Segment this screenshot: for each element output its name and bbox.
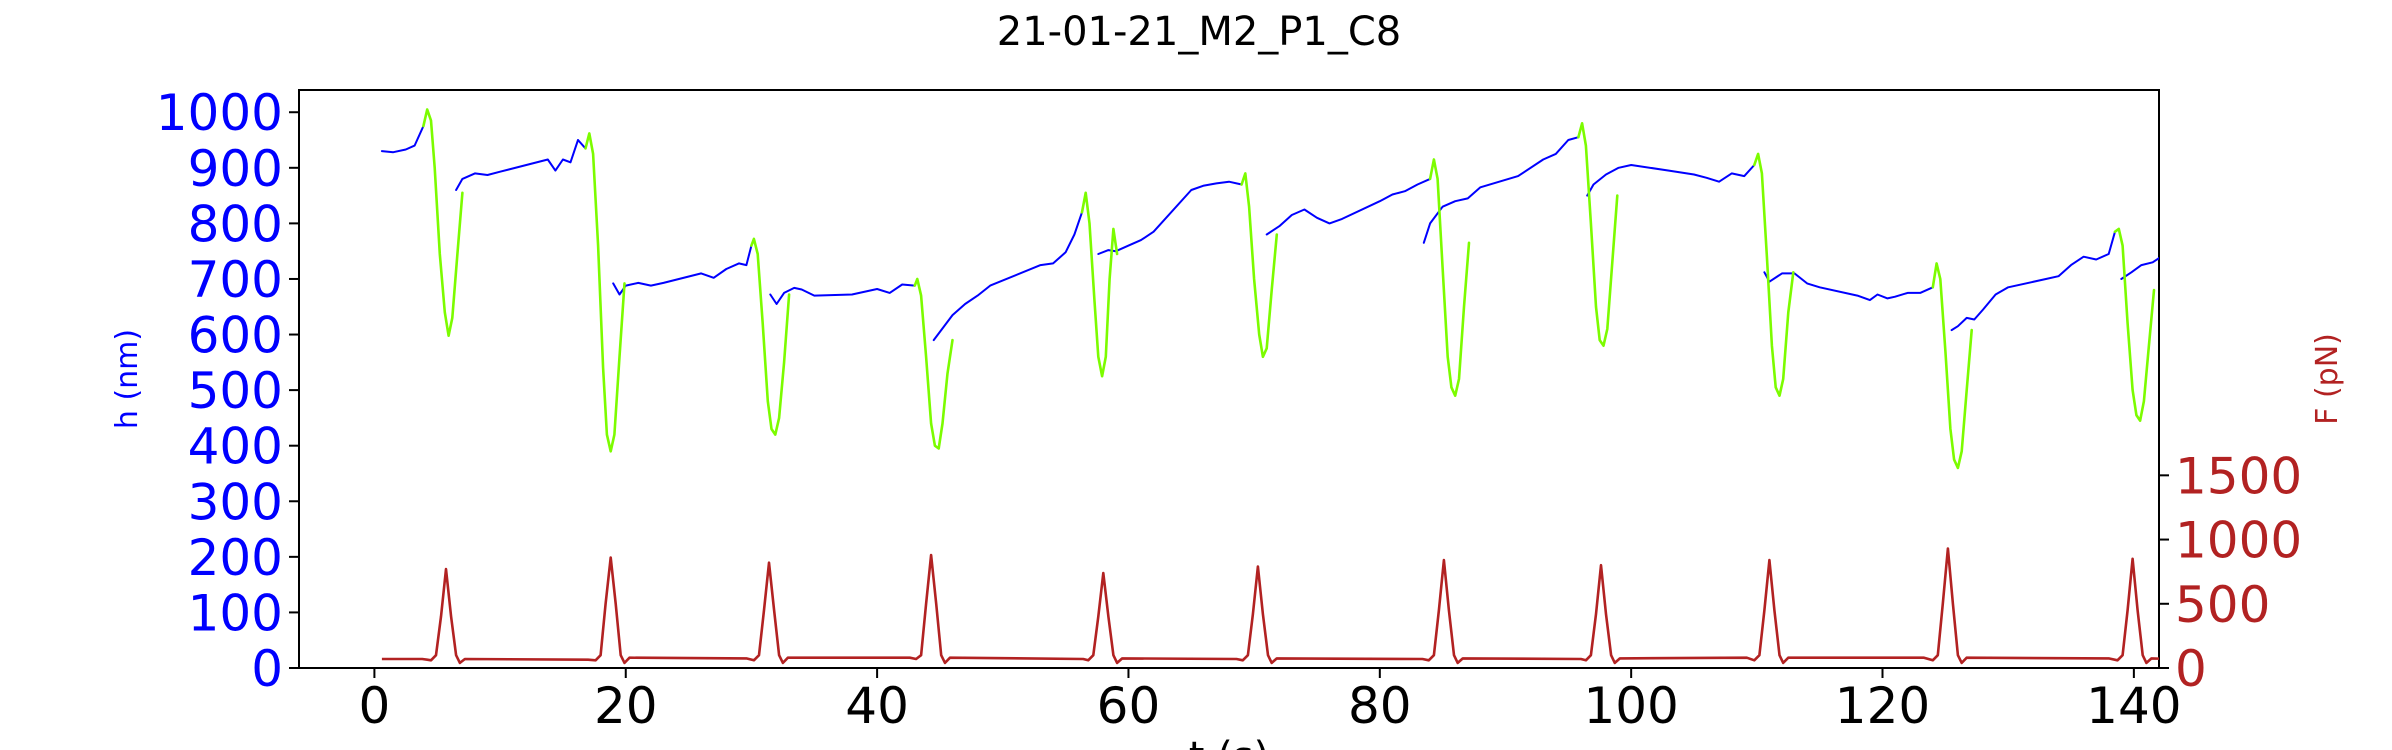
- x-axis: 0 20 40 60 80 100 120 140: [358, 668, 2182, 735]
- y-left-tick-label: 400: [188, 418, 283, 476]
- height-force-line-segment-6: [1240, 172, 1279, 359]
- height-force-line-segment-10: [1931, 262, 1973, 470]
- x-tick-label: 140: [2086, 677, 2181, 735]
- y-left-tick-label: 500: [188, 362, 283, 420]
- height-force-line-segment-3: [750, 237, 791, 436]
- y-axis-right: 0 500 1000 1500: [2159, 447, 2302, 698]
- height-force-line-segment-8: [1577, 122, 1619, 347]
- y-axis-left-label: h (nm): [110, 329, 145, 429]
- force-line: [381, 547, 2159, 665]
- height-force-line-segment-4: [913, 277, 954, 450]
- y-left-tick-label: 200: [188, 529, 283, 587]
- y-left-tick-label: 700: [188, 251, 283, 309]
- y-left-tick-label: 900: [188, 140, 283, 198]
- height-rest-line-segment-2: [455, 139, 587, 191]
- series-layer: [380, 108, 2159, 665]
- y-left-tick-label: 800: [188, 195, 283, 253]
- height-force-line-segment-5: [1080, 191, 1119, 378]
- x-tick-label: 120: [1835, 677, 1930, 735]
- x-axis-label: t (s): [1189, 734, 1269, 750]
- height-force-line-segment-1: [422, 108, 464, 337]
- y-left-tick-label: 1000: [156, 84, 283, 142]
- height-rest-line-segment-10: [1763, 271, 1934, 302]
- x-tick-label: 60: [1097, 677, 1161, 735]
- y-left-tick-label: 100: [188, 584, 283, 642]
- y-right-tick-label: 0: [2175, 640, 2207, 698]
- x-tick-label: 20: [594, 677, 658, 735]
- height-rest-line-segment-4: [769, 283, 916, 305]
- height-rest-line-segment-6: [1097, 180, 1243, 255]
- height-force-line-segment-9: [1753, 152, 1795, 397]
- chart-title: 21-01-21_M2_P1_C8: [997, 9, 1401, 55]
- y-axis-right-label: F (pN): [2310, 333, 2345, 425]
- height-rest-line-segment-5: [932, 211, 1083, 342]
- y-right-tick-label: 1000: [2175, 512, 2302, 570]
- height-force-line-segment-2: [584, 132, 626, 453]
- height-force-line-segment-11: [2113, 227, 2156, 422]
- x-tick-label: 100: [1583, 677, 1678, 735]
- y-right-tick-label: 500: [2175, 576, 2270, 634]
- height-rest-line-segment-11: [1950, 230, 2116, 332]
- y-left-tick-label: 0: [251, 640, 283, 698]
- x-tick-label: 0: [358, 677, 390, 735]
- x-tick-label: 80: [1348, 677, 1412, 735]
- height-rest-line-segment-12: [2120, 256, 2159, 280]
- plot-area: [298, 89, 2160, 669]
- y-left-tick-label: 600: [188, 307, 283, 365]
- height-rest-line-segment-1: [380, 125, 425, 154]
- y-right-tick-label: 1500: [2175, 447, 2302, 505]
- height-force-line-segment-7: [1428, 158, 1471, 397]
- x-tick-label: 40: [845, 677, 909, 735]
- height-rest-line-segment-9: [1586, 164, 1756, 197]
- height-rest-line-segment-7: [1265, 177, 1432, 236]
- y-left-tick-label: 300: [188, 473, 283, 531]
